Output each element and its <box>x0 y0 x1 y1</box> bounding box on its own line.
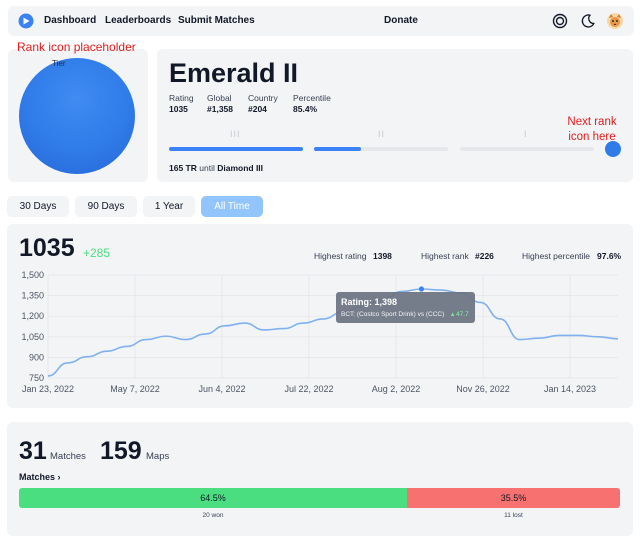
x-tick-label: Nov 26, 2022 <box>456 384 510 394</box>
progress-segment-3 <box>169 147 303 151</box>
matches-card <box>7 422 633 536</box>
next-rank-note: Next rank icon here <box>567 116 617 143</box>
maps-count-label: Maps <box>146 451 170 462</box>
nav-submit-matches[interactable]: Submit Matches <box>178 15 255 26</box>
range-30-days-button[interactable]: 30 Days <box>7 196 69 217</box>
x-tick-label: Jan 23, 2022 <box>22 384 74 394</box>
stat-rating-label: Rating <box>169 93 194 103</box>
progress-fill-2 <box>314 147 361 151</box>
x-tick-label: Jan 14, 2023 <box>544 384 596 394</box>
highest-rating-value: 1398 <box>373 251 392 261</box>
ring-icon[interactable] <box>551 12 569 30</box>
highest-percentile-value: 97.6% <box>597 251 622 261</box>
next-rank-icon <box>605 141 621 157</box>
rating-delta: +285 <box>83 246 111 260</box>
matches-count-label: Matches <box>50 451 86 462</box>
matches-link[interactable]: Matches › <box>19 472 61 482</box>
rank-info-card <box>157 49 633 182</box>
tr-until: until <box>199 163 215 173</box>
nav-donate[interactable]: Donate <box>384 15 418 26</box>
progress-tick-1: I <box>524 129 528 139</box>
stat-rating-value: 1035 <box>169 104 188 114</box>
rating-peak-point <box>418 286 425 292</box>
tr-amount: 165 TR <box>169 163 197 173</box>
stat-global-label: Global <box>207 93 232 103</box>
won-count: 20 won <box>202 512 224 519</box>
logo-icon[interactable] <box>18 13 34 29</box>
highest-rank-value: #226 <box>475 251 494 261</box>
stat-country-label: Country <box>248 93 278 103</box>
tr-next-rank: Diamond III <box>217 163 264 173</box>
stat-percentile-value: 85.4% <box>293 104 318 114</box>
tooltip-title: Rating: 1,398 <box>341 297 398 307</box>
avatar[interactable] <box>606 12 624 30</box>
matches-count: 31 <box>19 437 47 465</box>
rating-series-line <box>47 288 619 377</box>
tooltip-detail: BCT: (Costco Sport Drink) vs (CCC) <box>341 311 445 318</box>
y-tick-label: 1,200 <box>21 311 44 321</box>
rank-icon <box>19 58 135 174</box>
rank-title: Emerald II <box>169 58 299 88</box>
stat-percentile-label: Percentile <box>293 93 331 103</box>
tr-until-text: 165 TR until Diamond III <box>169 163 263 173</box>
rank-tier-label: Tier <box>52 59 66 68</box>
range-all-time-button[interactable]: All Time <box>201 196 263 217</box>
progress-fill-3 <box>169 147 303 151</box>
progress-segment-2 <box>314 147 448 151</box>
loss-bar: 35.5% <box>407 488 620 508</box>
tooltip-delta: ▴ 47.7 <box>451 311 469 318</box>
y-tick-label: 1,050 <box>21 332 44 342</box>
chart-tooltip: Rating: 1,398 BCT: (Costco Sport Drink) … <box>336 292 475 323</box>
nav-dashboard[interactable]: Dashboard <box>44 15 97 26</box>
nav-leaderboards[interactable]: Leaderboards <box>105 15 172 26</box>
lost-count: 11 lost <box>504 512 523 519</box>
y-tick-label: 1,350 <box>21 291 44 301</box>
x-tick-label: May 7, 2022 <box>110 384 160 394</box>
progress-tick-2: II <box>378 129 386 139</box>
rank-icon-placeholder-note: Rank icon placeholder <box>17 40 136 54</box>
highest-rating-label: Highest rating <box>314 251 367 261</box>
y-tick-label: 1,500 <box>21 270 44 280</box>
progress-segment-1 <box>460 147 594 151</box>
stat-country-value: #204 <box>248 104 267 114</box>
x-tick-label: Jun 4, 2022 <box>198 384 245 394</box>
current-rating: 1035 <box>19 234 75 262</box>
highest-percentile-label: Highest percentile <box>522 251 591 261</box>
y-tick-label: 900 <box>29 352 44 362</box>
stat-global-value: #1,358 <box>207 104 233 114</box>
moon-icon[interactable] <box>579 12 597 30</box>
top-nav: Dashboard Leaderboards Submit Matches Do… <box>8 6 634 36</box>
range-1-year-button[interactable]: 1 Year <box>143 196 195 217</box>
maps-count: 159 <box>100 437 142 465</box>
x-tick-label: Jul 22, 2022 <box>284 384 333 394</box>
highest-rank-label: Highest rank <box>421 251 469 261</box>
win-bar: 64.5% <box>19 488 407 508</box>
progress-tick-3: III <box>230 129 241 139</box>
x-tick-label: Aug 2, 2022 <box>372 384 421 394</box>
range-90-days-button[interactable]: 90 Days <box>75 196 137 217</box>
y-tick-label: 750 <box>29 373 44 383</box>
